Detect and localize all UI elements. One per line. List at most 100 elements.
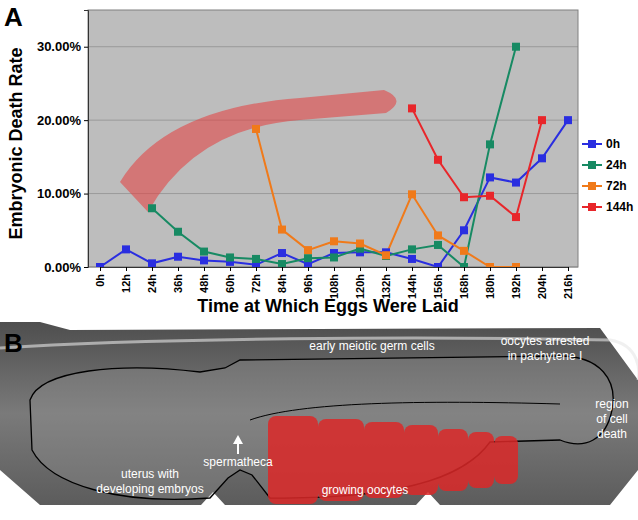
annotation-line: region bbox=[595, 397, 628, 411]
x-tick: 168h bbox=[458, 267, 470, 299]
x-tick-label: 36h bbox=[172, 274, 184, 293]
y-tick-mark bbox=[84, 120, 88, 121]
oocyte-highlight bbox=[268, 416, 318, 504]
data-point bbox=[460, 226, 468, 234]
grid-line bbox=[88, 120, 578, 121]
data-point bbox=[564, 116, 572, 124]
series-line bbox=[256, 129, 516, 267]
annotation-line: death bbox=[597, 427, 627, 441]
annotation-line: developing embryos bbox=[96, 482, 203, 496]
legend-marker bbox=[588, 161, 596, 169]
x-tick-mark bbox=[230, 267, 231, 271]
series-line bbox=[412, 108, 542, 217]
x-tick-mark bbox=[568, 267, 569, 271]
x-tick-mark bbox=[126, 267, 127, 271]
annotation-line: in pachytene I bbox=[508, 349, 583, 363]
y-tick-label: 10.00% bbox=[37, 186, 82, 201]
data-point bbox=[200, 248, 208, 256]
y-axis-title: Embryonic Death Rate bbox=[6, 47, 26, 239]
x-tick-mark bbox=[282, 267, 283, 271]
annotation: early meiotic germ cells bbox=[309, 339, 434, 353]
x-tick-mark bbox=[360, 267, 361, 271]
oocyte-highlight bbox=[438, 429, 468, 491]
x-tick-label: 0h bbox=[94, 274, 106, 287]
y-tick: 0.00% bbox=[44, 260, 88, 275]
grid-line bbox=[88, 46, 578, 47]
annotation-line: uterus with bbox=[121, 467, 179, 481]
x-tick-label: 96h bbox=[302, 274, 314, 293]
data-point bbox=[200, 256, 208, 264]
spermatheca-arrowhead bbox=[233, 435, 243, 444]
data-point bbox=[434, 156, 442, 164]
x-tick-mark bbox=[542, 267, 543, 271]
y-tick-mark bbox=[84, 267, 88, 268]
data-point bbox=[408, 190, 416, 198]
x-tick-mark bbox=[438, 267, 439, 271]
data-point bbox=[148, 204, 156, 212]
data-point bbox=[174, 253, 182, 261]
x-tick: 180h bbox=[484, 267, 496, 299]
data-point bbox=[434, 241, 442, 249]
x-tick-mark bbox=[464, 267, 465, 271]
data-point bbox=[434, 263, 442, 267]
annotation: spermatheca bbox=[203, 455, 273, 469]
x-axis-line bbox=[101, 268, 569, 272]
y-tick: 20.00% bbox=[37, 113, 88, 128]
x-tick: 204h bbox=[536, 267, 548, 299]
x-tick-label: 60h bbox=[224, 274, 236, 293]
annotation-line: oocytes arrested bbox=[501, 334, 590, 348]
data-point bbox=[330, 237, 338, 245]
data-point bbox=[278, 249, 286, 257]
x-tick: 144h bbox=[406, 267, 418, 299]
data-point bbox=[382, 252, 390, 260]
data-point bbox=[252, 255, 260, 263]
y-tick: 30.00% bbox=[37, 39, 88, 54]
data-point bbox=[486, 192, 494, 200]
x-tick-mark bbox=[490, 267, 491, 271]
y-axis-line bbox=[84, 11, 89, 268]
oocyte-highlight bbox=[404, 425, 438, 495]
oocyte-highlight bbox=[494, 436, 518, 484]
annotation-line: of cell bbox=[596, 412, 627, 426]
data-point bbox=[122, 245, 130, 253]
x-tick: 156h bbox=[432, 267, 444, 299]
legend-label: 144h bbox=[606, 200, 633, 214]
x-tick-label: 84h bbox=[276, 274, 288, 293]
data-point bbox=[434, 231, 442, 239]
x-tick: 60h bbox=[224, 267, 236, 293]
x-tick: 72h bbox=[250, 267, 262, 293]
x-tick-mark bbox=[516, 267, 517, 271]
figure: 0.00%10.00%20.00%30.00%0h12h24h36h48h60h… bbox=[0, 0, 638, 520]
x-tick-label: 168h bbox=[458, 274, 470, 299]
annotation-line: spermatheca bbox=[203, 455, 273, 469]
legend-label: 0h bbox=[606, 137, 620, 151]
x-tick-mark bbox=[386, 267, 387, 271]
x-tick: 96h bbox=[302, 267, 314, 293]
data-point bbox=[512, 213, 520, 221]
x-tick-mark bbox=[100, 267, 101, 271]
x-tick: 36h bbox=[172, 267, 184, 293]
data-point bbox=[304, 246, 312, 254]
x-tick: 108h bbox=[328, 267, 340, 299]
x-tick-mark bbox=[412, 267, 413, 271]
x-tick-mark bbox=[334, 267, 335, 271]
series-line bbox=[152, 47, 516, 267]
x-axis: 0h12h24h36h48h60h72h84h96h108h120h132h14… bbox=[94, 267, 574, 299]
data-point bbox=[148, 259, 156, 267]
data-point bbox=[408, 104, 416, 112]
data-point bbox=[408, 255, 416, 263]
grid-line bbox=[88, 193, 578, 194]
legend-label: 72h bbox=[606, 179, 627, 193]
plot-marks bbox=[96, 43, 572, 267]
annotation-line: growing oocytes bbox=[322, 483, 409, 497]
x-tick-label: 48h bbox=[198, 274, 210, 293]
legend-marker bbox=[588, 182, 596, 190]
data-point bbox=[278, 260, 286, 267]
x-tick: 0h bbox=[94, 267, 106, 287]
legend-marker bbox=[588, 203, 596, 211]
data-point bbox=[538, 116, 546, 124]
x-tick-mark bbox=[256, 267, 257, 271]
image-panel: Bearly meiotic germ cellsoocytes arreste… bbox=[0, 322, 638, 505]
x-tick: 12h bbox=[120, 267, 132, 293]
data-point bbox=[460, 193, 468, 201]
